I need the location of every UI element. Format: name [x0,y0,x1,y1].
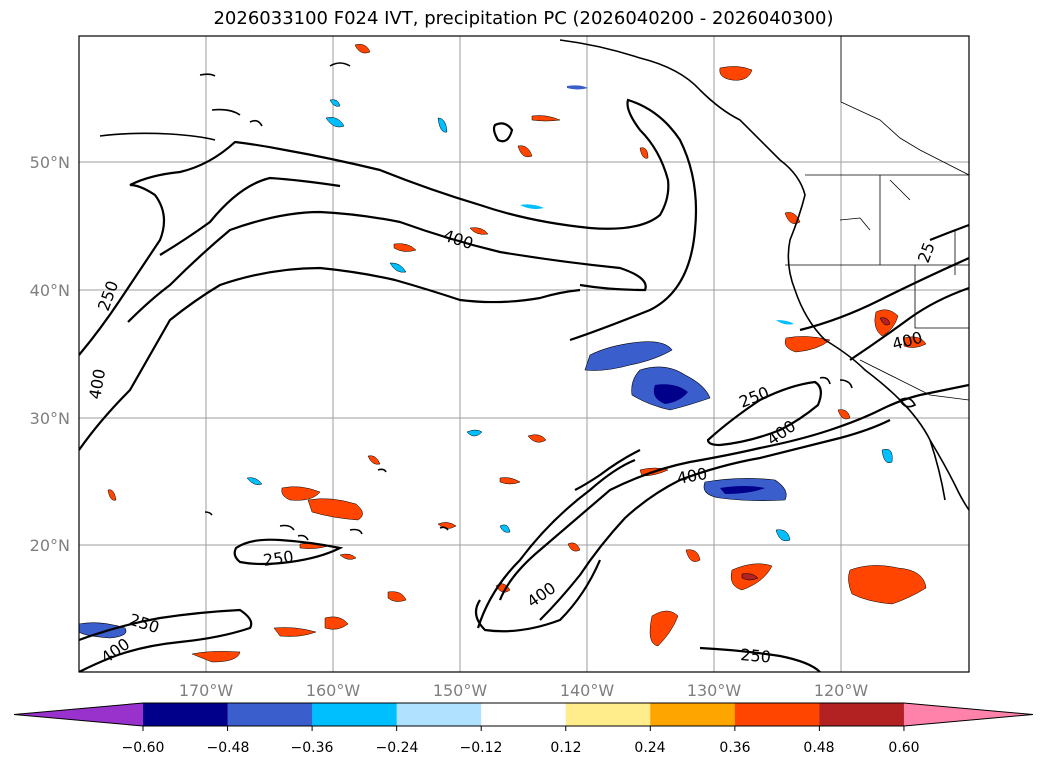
contour-label: 250 [262,547,295,570]
colorbar-bin [143,703,229,726]
political-borders [785,36,969,401]
colorbar-tick: −0.48 [207,740,250,756]
colorbar-tick: 0.60 [888,740,919,756]
lon-label-120w: 120°W [814,681,869,700]
colorbar-tick: 0.24 [634,740,665,756]
negative-precip-patches [79,85,893,639]
colorbar-bin [396,703,482,726]
map-title: 2026033100 F024 IVT, precipitation PC (2… [213,8,834,29]
latitude-axis: 50°N 40°N 30°N 20°N [30,153,70,555]
lat-label-40n: 40°N [30,281,70,300]
colorbar-bin [734,703,820,726]
colorbar-bin [650,703,736,726]
lat-label-50n: 50°N [30,153,70,172]
colorbar-bin [312,703,398,726]
map-area [79,36,969,672]
ivt-contours [79,98,969,672]
colorbar-tick: 0.12 [550,740,581,756]
contour-label: 250 [740,645,772,667]
colorbar-tick: −0.60 [122,740,165,756]
colorbar-tick: 0.36 [719,740,750,756]
graticule [79,36,969,672]
colorbar-extend-low [14,703,143,726]
colorbar-bin [481,703,567,726]
colorbar-tick: 0.48 [803,740,834,756]
colorbar-tick: −0.24 [376,740,419,756]
colorbar-bin [565,703,651,726]
map-frame [78,35,970,673]
colorbar-extend-high [903,703,1033,726]
lon-label-140w: 140°W [560,681,615,700]
lon-label-150w: 150°W [433,681,488,700]
coastlines [99,39,969,541]
colorbar-tick: −0.12 [460,740,503,756]
colorbar-tick: −0.36 [291,740,334,756]
colorbar [13,702,1034,731]
lon-label-160w: 160°W [306,681,361,700]
longitude-axis: 170°W 160°W 150°W 140°W 130°W 120°W [179,681,869,700]
lon-label-130w: 130°W [687,681,742,700]
lat-label-20n: 20°N [30,536,70,555]
colorbar-bin [819,703,905,726]
colorbar-bin [227,703,313,726]
lat-label-30n: 30°N [30,409,70,428]
lon-label-170w: 170°W [179,681,234,700]
colorbar-ticks: −0.60 −0.48 −0.36 −0.24 −0.12 0.12 0.24 … [122,740,920,756]
